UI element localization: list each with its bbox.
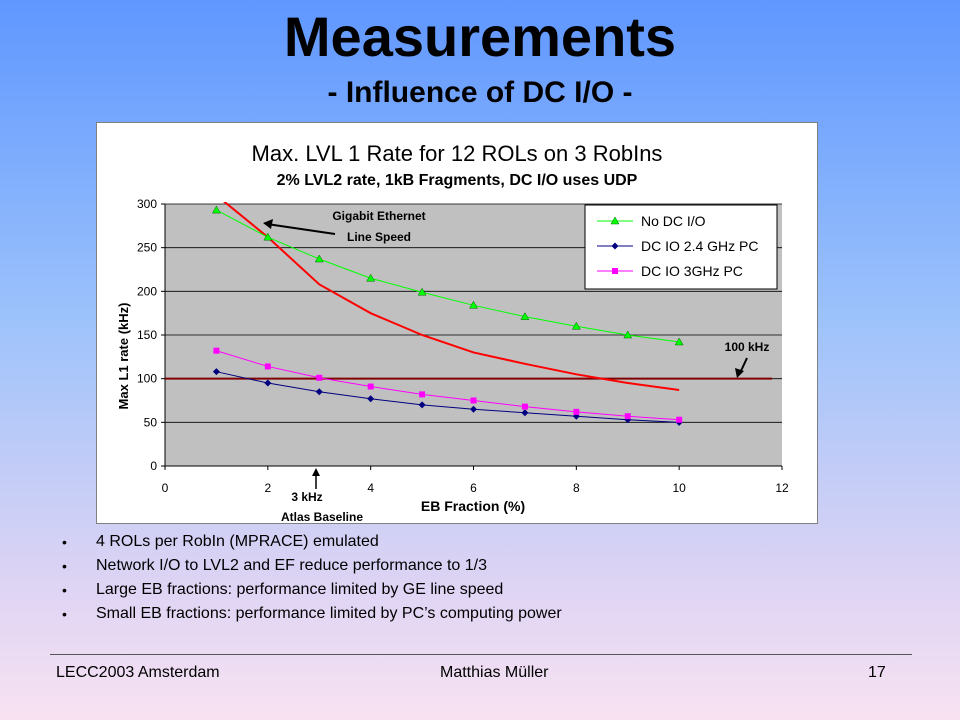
data-point bbox=[470, 397, 477, 404]
bullet-text: Network I/O to LVL2 and EF reduce perfor… bbox=[96, 557, 488, 574]
y-tick-label: 50 bbox=[144, 415, 158, 429]
slide-title: Measurements bbox=[283, 5, 677, 68]
data-point bbox=[366, 273, 376, 282]
series-line bbox=[216, 350, 680, 421]
bullet-item: • Small EB fractions: performance limited… bbox=[56, 602, 916, 626]
y-tick-label: 300 bbox=[137, 197, 157, 211]
series-1 bbox=[211, 205, 684, 346]
annotation-100khz-arrow bbox=[735, 357, 748, 378]
data-point bbox=[263, 232, 273, 241]
data-point bbox=[419, 391, 426, 398]
y-tick-label: 200 bbox=[137, 284, 157, 298]
data-point bbox=[367, 383, 374, 390]
data-point bbox=[521, 403, 528, 410]
annotation-gigabit-line2: Line Speed bbox=[347, 230, 411, 244]
data-point bbox=[520, 312, 530, 320]
data-point bbox=[367, 395, 375, 403]
chart-container: Max. LVL 1 Rate for 12 ROLs on 3 RobIns … bbox=[96, 122, 818, 524]
data-point bbox=[418, 401, 426, 409]
series-3 bbox=[213, 347, 683, 423]
legend-entry: DC IO 2.4 GHz PC bbox=[597, 238, 758, 254]
annotation-3khz-line2: Atlas Baseline bbox=[281, 510, 363, 523]
y-tick-label: 150 bbox=[137, 328, 157, 342]
data-point bbox=[264, 363, 271, 370]
y-tick-label: 100 bbox=[137, 372, 157, 386]
annotation-3khz-arrow bbox=[312, 468, 320, 489]
series-line bbox=[216, 371, 680, 423]
footer-divider bbox=[50, 654, 912, 655]
data-point bbox=[674, 337, 684, 346]
series-line bbox=[216, 209, 680, 343]
series-2 bbox=[212, 368, 683, 426]
data-point bbox=[211, 205, 221, 214]
data-point bbox=[316, 374, 323, 381]
legend-label: No DC I/O bbox=[641, 213, 706, 229]
x-tick-label: 12 bbox=[775, 481, 789, 495]
data-point bbox=[571, 321, 581, 330]
gigabit-line-speed-curve bbox=[223, 202, 680, 392]
bullet-item: • Large EB fractions: performance limited… bbox=[56, 578, 916, 602]
legend-marker bbox=[610, 216, 620, 225]
legend-entry: DC IO 3GHz PC bbox=[597, 263, 743, 279]
bullet-dot-icon: • bbox=[62, 558, 67, 574]
annotation-gigabit-arrow bbox=[263, 219, 336, 235]
bullet-dot-icon: • bbox=[62, 534, 67, 550]
x-tick-label: 0 bbox=[162, 481, 169, 495]
slide-subtitle: - Influence of DC I/O - bbox=[327, 76, 633, 109]
bullet-item: • 4 ROLs per RobIn (MPRACE) emulated bbox=[56, 530, 916, 554]
legend-entry: No DC I/O bbox=[597, 213, 706, 229]
y-tick-label: 0 bbox=[150, 459, 157, 473]
x-tick-label: 4 bbox=[367, 481, 374, 495]
data-point bbox=[470, 405, 477, 413]
data-point bbox=[521, 409, 529, 417]
x-tick-label: 10 bbox=[672, 481, 686, 495]
series-lines bbox=[211, 205, 684, 426]
bullet-list: • 4 ROLs per RobIn (MPRACE) emulated • Net… bbox=[56, 530, 916, 626]
x-axis-label: EB Fraction (%) bbox=[421, 498, 525, 514]
reference-lines bbox=[165, 202, 772, 392]
footer-event: LECC2003 Amsterdam bbox=[56, 664, 220, 681]
data-point bbox=[623, 330, 633, 339]
data-point bbox=[314, 254, 324, 263]
legend-label: DC IO 3GHz PC bbox=[641, 263, 743, 279]
data-point bbox=[213, 347, 220, 354]
bullet-dot-icon: • bbox=[62, 606, 67, 622]
data-point bbox=[212, 368, 220, 376]
y-axis-label: Max L1 rate (kHz) bbox=[116, 303, 131, 410]
bullet-text: Large EB fractions: performance limited … bbox=[96, 581, 504, 598]
legend-marker bbox=[612, 268, 618, 274]
bullet-text: 4 ROLs per RobIn (MPRACE) emulated bbox=[96, 533, 379, 550]
chart-subtitle: 2% LVL2 rate, 1kB Fragments, DC I/O uses… bbox=[277, 172, 638, 189]
x-tick-label: 6 bbox=[470, 481, 477, 495]
data-point bbox=[676, 416, 683, 423]
x-tick-label: 2 bbox=[264, 481, 271, 495]
footer-author: Matthias Müller bbox=[440, 664, 549, 681]
annotation-3khz-line1: 3 kHz bbox=[291, 490, 322, 504]
legend-label: DC IO 2.4 GHz PC bbox=[641, 238, 758, 254]
bullet-item: • Network I/O to LVL2 and EF reduce perfo… bbox=[56, 554, 916, 578]
footer-page-number: 17 bbox=[868, 664, 886, 681]
data-point bbox=[315, 388, 323, 396]
bullet-text: Small EB fractions: performance limited … bbox=[96, 605, 562, 622]
data-point bbox=[624, 413, 631, 420]
data-point bbox=[469, 300, 478, 309]
tick-labels: 0 50 100 150 200 250 300 0 2 4 6 8 10 12 bbox=[137, 197, 789, 495]
chart-svg: Max. LVL 1 Rate for 12 ROLs on 3 RobIns … bbox=[116, 141, 789, 523]
y-tick-label: 250 bbox=[137, 241, 157, 255]
data-point bbox=[264, 379, 272, 387]
x-tick-label: 8 bbox=[573, 481, 580, 495]
bullet-dot-icon: • bbox=[62, 582, 67, 598]
data-point bbox=[417, 287, 427, 296]
chart-title: Max. LVL 1 Rate for 12 ROLs on 3 RobIns bbox=[252, 141, 663, 166]
data-point bbox=[573, 408, 580, 415]
legend: No DC I/O DC IO 2.4 GHz PC DC IO 3GHz PC bbox=[584, 204, 778, 290]
annotation-100khz: 100 kHz bbox=[725, 340, 770, 354]
legend-marker bbox=[611, 242, 619, 250]
annotation-gigabit-line1: Gigabit Ethernet bbox=[332, 209, 425, 223]
